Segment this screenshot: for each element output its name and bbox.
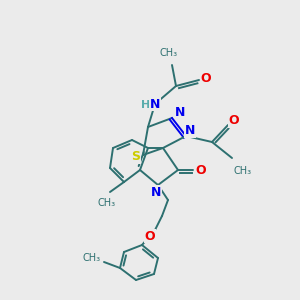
Text: N: N xyxy=(151,185,161,199)
Text: O: O xyxy=(196,164,206,176)
Text: N: N xyxy=(185,124,195,137)
Text: CH₃: CH₃ xyxy=(98,198,116,208)
Text: S: S xyxy=(131,151,140,164)
Text: CH₃: CH₃ xyxy=(83,253,101,263)
Text: H: H xyxy=(141,100,151,110)
Text: N: N xyxy=(175,106,185,118)
Text: O: O xyxy=(229,115,239,128)
Text: O: O xyxy=(201,73,211,85)
Text: N: N xyxy=(150,98,160,110)
Text: CH₃: CH₃ xyxy=(234,166,252,176)
Text: O: O xyxy=(145,230,155,242)
Text: CH₃: CH₃ xyxy=(160,48,178,58)
